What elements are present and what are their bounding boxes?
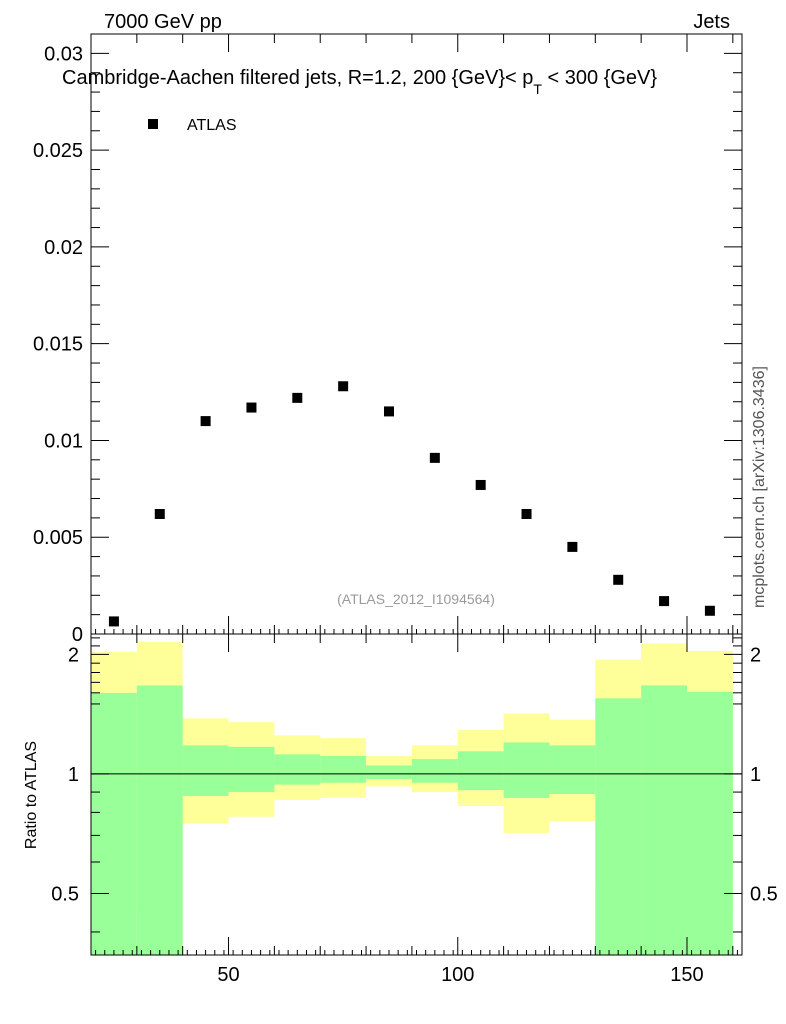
ratio-y-tick-label-right: 1 — [750, 764, 761, 786]
main-y-tick-label: 0.02 — [44, 237, 83, 259]
chart-title-tail: < 300 {GeV} — [542, 67, 657, 89]
data-point-atlas — [521, 509, 532, 519]
data-point-atlas — [246, 402, 257, 413]
ratio-band-stat — [411, 759, 458, 783]
ratio-band-stat — [182, 745, 229, 796]
ratio-band-stat — [228, 746, 275, 793]
ratio-band-stat — [641, 685, 687, 955]
data-point-atlas — [704, 605, 715, 616]
data-point-atlas — [429, 452, 440, 463]
main-y-tick-label: 0.015 — [33, 334, 83, 356]
legend-marker-atlas — [148, 119, 158, 129]
main-y-tick-label: 0.03 — [44, 43, 83, 65]
header-right-label: Jets — [693, 11, 730, 33]
ratio-band-stat — [320, 755, 367, 783]
data-point-atlas — [292, 392, 303, 403]
ratio-band-stat — [136, 685, 183, 955]
chart-title-subscript: T — [533, 81, 542, 97]
data-point-atlas — [659, 596, 670, 607]
ratio-y-tick-label-right: 0.5 — [750, 883, 778, 905]
header-left-label: 7000 GeV pp — [104, 11, 222, 33]
ratio-band-stat — [686, 691, 733, 955]
ratio-y-tick-label-right: 2 — [750, 644, 761, 666]
data-point-atlas — [475, 479, 486, 490]
ratio-y-tick-label-left: 0.5 — [51, 883, 79, 905]
main-y-tick-label: 0.005 — [33, 527, 83, 549]
side-source-label: mcplots.cern.ch [arXiv:1306.3436] — [751, 366, 768, 608]
ratio-band-stat — [503, 742, 550, 798]
ratio-band-stat — [457, 751, 504, 791]
main-y-tick-label: 0.01 — [44, 430, 83, 452]
ratio-band-stat — [91, 692, 137, 955]
main-y-tick-label: 0 — [72, 624, 83, 646]
data-point-atlas — [338, 381, 349, 392]
ratio-y-tick-label-left: 1 — [68, 764, 79, 786]
ratio-y-axis-label: Ratio to ATLAS — [23, 741, 40, 849]
data-point-atlas — [108, 616, 119, 627]
ratio-x-tick-label: 150 — [670, 964, 703, 986]
ratio-plot-frame — [90, 633, 743, 956]
ratio-y-tick-label-left: 2 — [68, 644, 79, 666]
data-point-atlas — [613, 574, 624, 585]
main-plot: 0 0.005 0.01 0.015 0.02 0.025 0.03 ATLAS — [33, 33, 743, 646]
ratio-plot: 0.5 0.5 1 1 2 2 50 100 150 Ratio to ATLAS — [23, 633, 778, 986]
ratio-band-stat — [366, 765, 412, 780]
analysis-watermark: (ATLAS_2012_I1094564) — [337, 591, 495, 607]
data-point-atlas — [200, 416, 211, 427]
ratio-band-stat — [274, 754, 321, 785]
chart-title-main: Cambridge-Aachen filtered jets, R=1.2, 2… — [62, 67, 533, 89]
ratio-x-tick-label: 50 — [217, 964, 239, 986]
data-point-atlas — [567, 541, 578, 552]
data-point-atlas — [383, 406, 394, 417]
chart-title: Cambridge-Aachen filtered jets, R=1.2, 2… — [62, 67, 657, 97]
data-point-atlas — [154, 509, 165, 519]
ratio-x-tick-label: 100 — [441, 964, 474, 986]
legend-label-atlas: ATLAS — [187, 117, 237, 134]
main-y-tick-label: 0.025 — [33, 140, 83, 162]
ratio-band-stat — [549, 745, 596, 794]
ratio-band-stat — [595, 698, 642, 955]
